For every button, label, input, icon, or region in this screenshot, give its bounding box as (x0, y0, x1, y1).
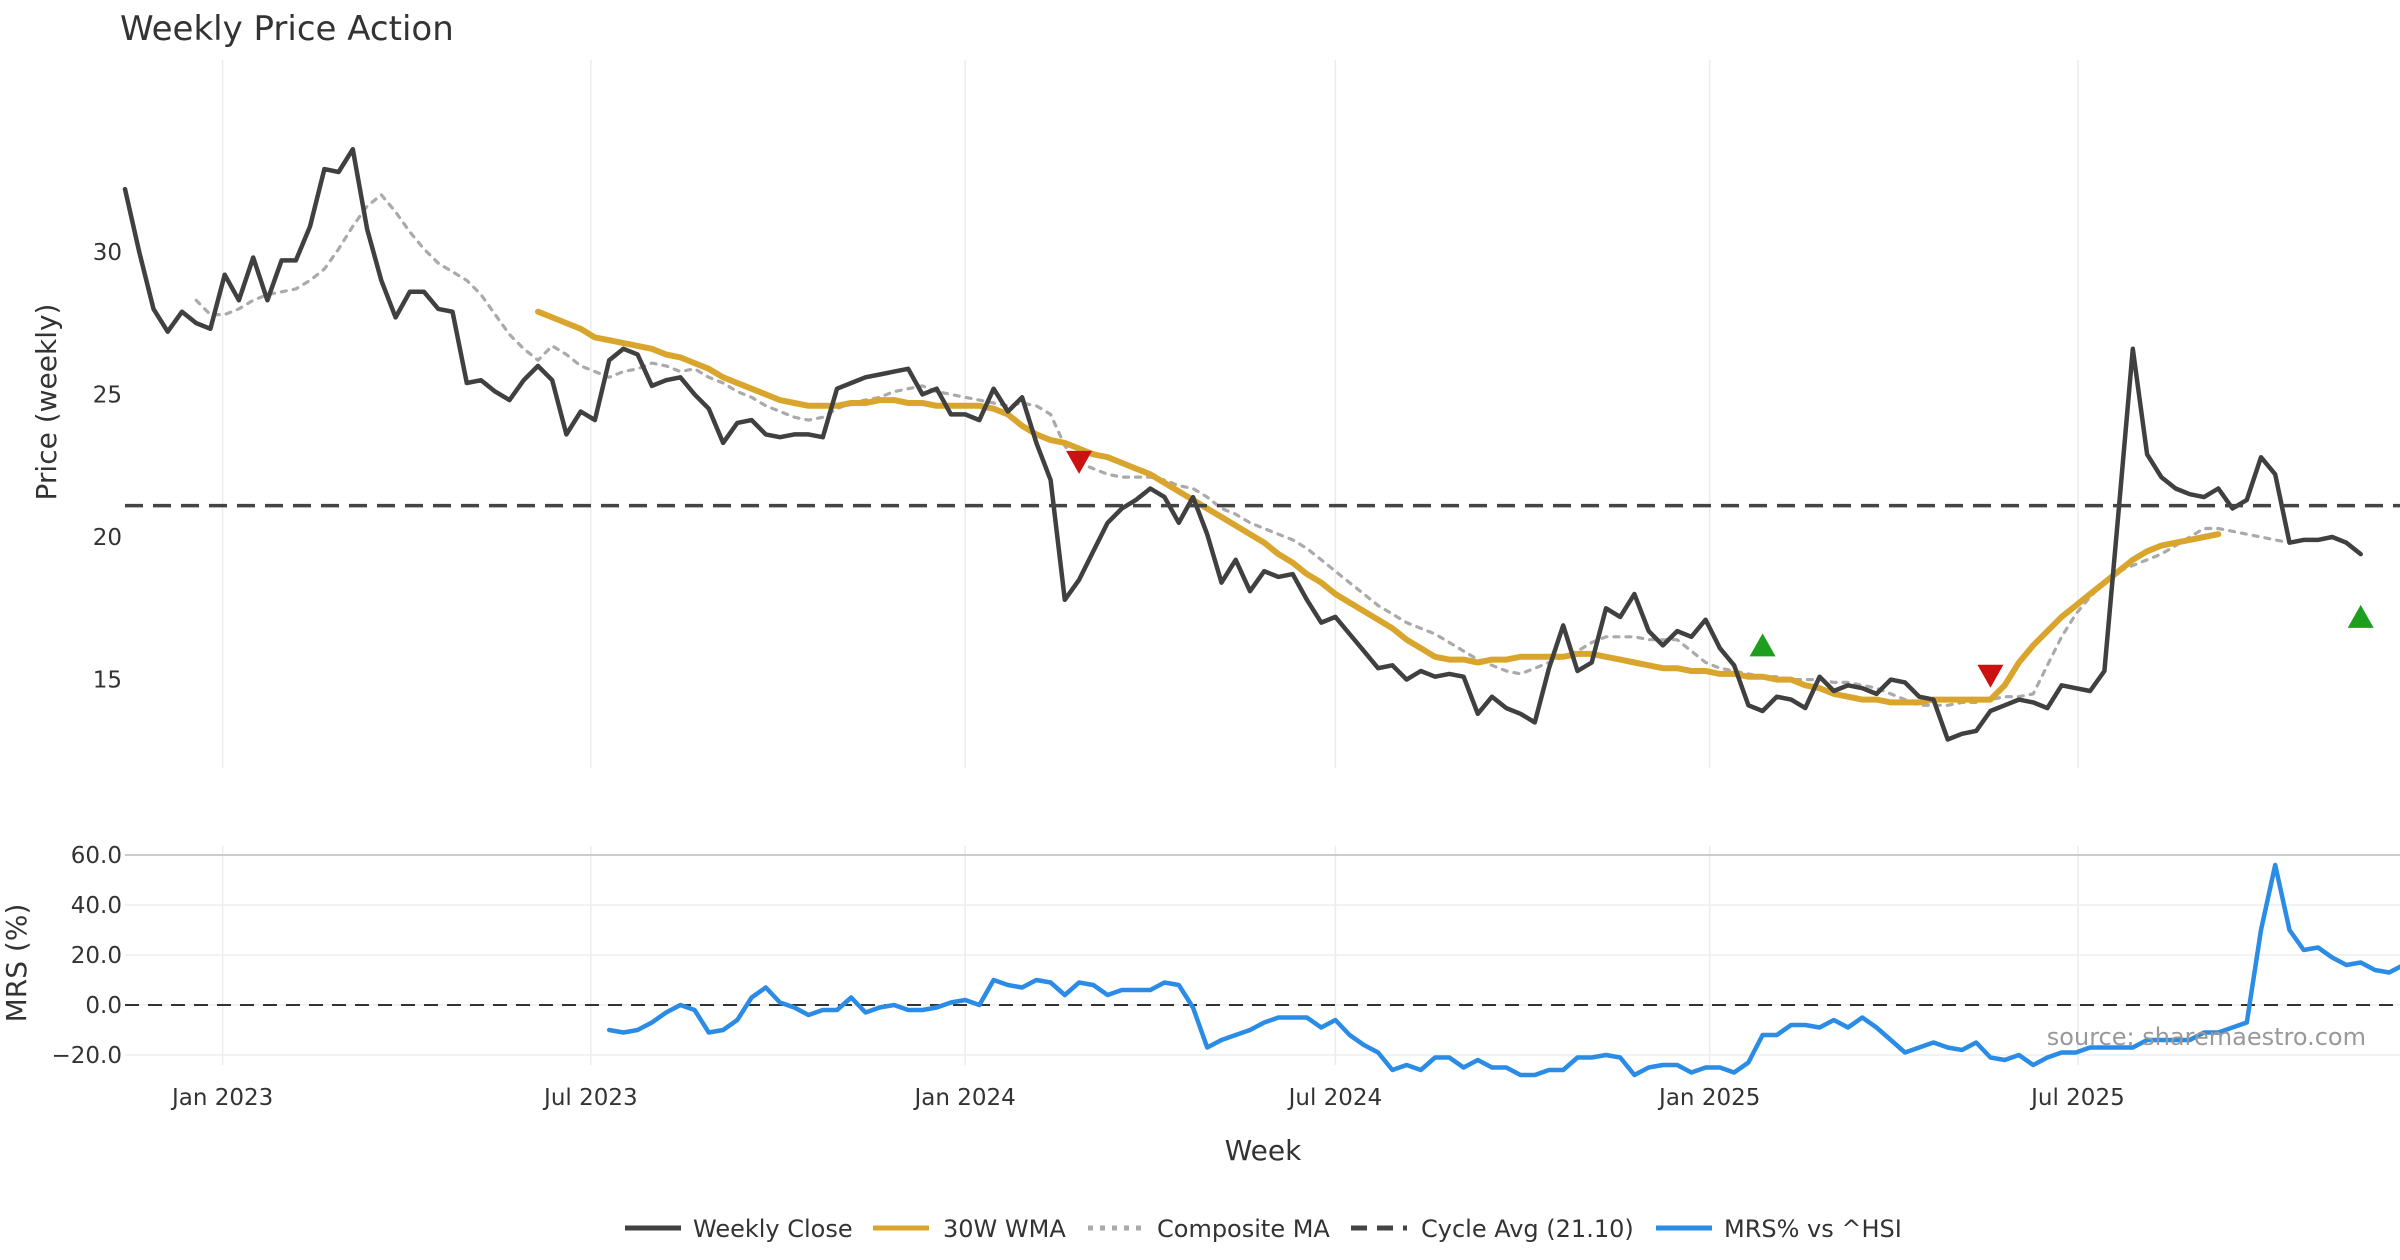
source-annotation: source: sharemaestro.com (2047, 1023, 2366, 1051)
mrs-y-tick-label: 60.0 (71, 843, 122, 869)
sell-signal-marker (1066, 450, 1093, 474)
legend-label: Weekly Close (693, 1215, 853, 1243)
mrs-y-tick-label: −20.0 (52, 1043, 122, 1069)
x-tick-label: Jul 2025 (2029, 1085, 2125, 1111)
legend-label: Composite MA (1157, 1215, 1330, 1243)
price-panel: 15 20 25 30 Price (weekly) (30, 60, 2400, 768)
x-tick-label: Jan 2024 (913, 1085, 1016, 1111)
sell-signal-marker (1977, 664, 2004, 688)
x-tick-label: Jul 2023 (542, 1085, 638, 1111)
series-weekly-close (122, 146, 2363, 742)
legend: Weekly Close 30W WMA Composite MA Cycle Avg… (625, 1215, 1902, 1243)
x-axis-label: Week (1225, 1134, 1302, 1167)
legend-label: 30W WMA (943, 1215, 1066, 1243)
price-y-axis-label: Price (weekly) (30, 304, 63, 501)
series-30w-wma (535, 308, 2222, 706)
x-tick-label: Jul 2024 (1287, 1085, 1383, 1111)
mrs-y-tick-label: 40.0 (71, 893, 122, 919)
legend-label: Cycle Avg (21.10) (1421, 1215, 1634, 1243)
series-composite-ma (194, 193, 2292, 707)
mrs-y-axis-label: MRS (%) (0, 904, 33, 1023)
buy-signal-marker (1749, 633, 1776, 657)
buy-signal-marker (2347, 604, 2374, 628)
series-mrs-vs-hsi (606, 862, 2400, 1078)
chart-title: Weekly Price Action (120, 9, 454, 49)
mrs-panel: −20.0 0.0 20.0 40.0 60.0 MRS (%) source: sha… (0, 843, 2400, 1078)
price-y-tick-label: 25 (93, 382, 122, 408)
x-tick-label: Jan 2025 (1657, 1085, 1760, 1111)
price-y-tick-label: 30 (93, 240, 122, 266)
price-y-tick-label: 20 (93, 525, 122, 551)
legend-label: MRS% vs ^HSI (1724, 1215, 1902, 1243)
price-y-tick-label: 15 (93, 668, 122, 694)
mrs-y-tick-label: 20.0 (71, 943, 122, 969)
x-tick-label: Jan 2023 (170, 1085, 273, 1111)
mrs-y-tick-label: 0.0 (85, 993, 122, 1019)
